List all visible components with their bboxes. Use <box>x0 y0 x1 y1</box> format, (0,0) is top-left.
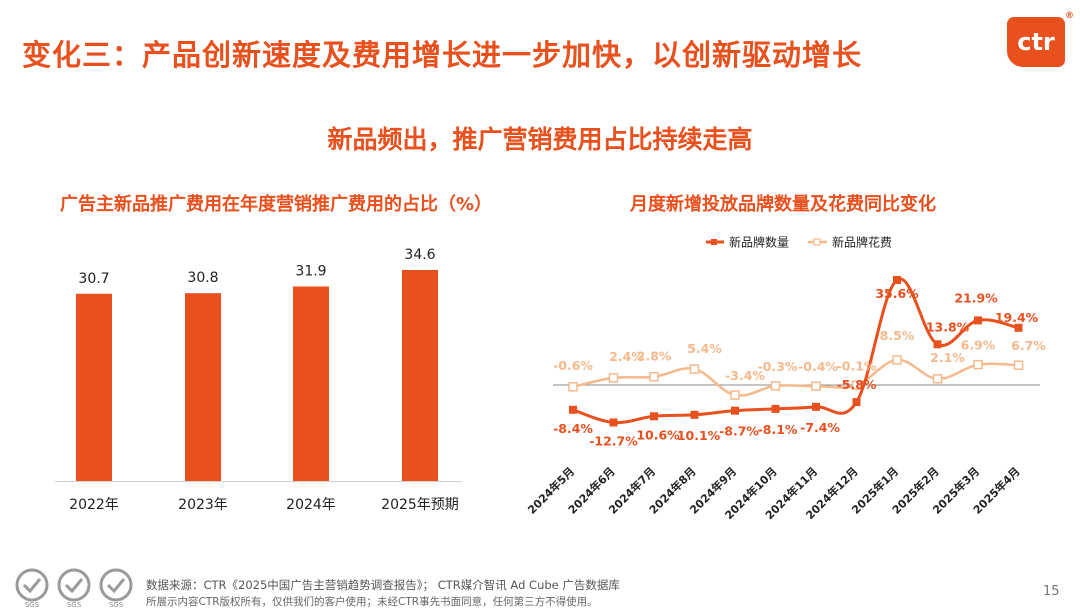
spend-point <box>730 390 740 400</box>
data-label-spend: 2.8% <box>637 349 672 364</box>
x-tick-label: 2023年 <box>178 497 228 513</box>
spend-point <box>851 380 862 391</box>
bar <box>402 270 438 481</box>
legend-marker-count <box>711 239 717 245</box>
count-point <box>893 275 901 284</box>
legend-marker-spend <box>813 238 821 246</box>
data-label-spend: 6.9% <box>961 338 996 353</box>
spend-point <box>649 371 659 382</box>
bar-value-label: 31.9 <box>295 263 326 279</box>
data-label-spend: -0.4% <box>798 359 838 374</box>
spend-point <box>770 381 781 391</box>
line-chart-title: 月度新增投放品牌数量及花费同比变化 <box>630 194 936 215</box>
data-label-count: -8.7% <box>719 424 759 439</box>
count-point <box>731 406 739 415</box>
data-label-spend: -0.6% <box>553 358 593 373</box>
spend-point <box>973 359 983 370</box>
bar <box>185 293 221 481</box>
data-label-spend: 6.7% <box>1011 338 1046 353</box>
sgs-badge-label: SGS <box>67 601 82 609</box>
count-point <box>609 418 618 427</box>
count-point <box>812 402 820 411</box>
bar-chart-title: 广告主新品推广费用在年度营销推广费用的占比（%） <box>60 194 493 215</box>
spend-point <box>608 373 619 383</box>
data-source-note: 数据来源：CTR《2025中国广告主营销趋势调查报告》； CTR媒介智讯 Ad … <box>146 578 620 592</box>
legend-label-count: 新品牌数量 <box>729 235 789 250</box>
bar <box>76 293 112 481</box>
ctr-logo: ctr ® <box>1007 11 1074 67</box>
registered-mark: ® <box>1065 11 1074 21</box>
data-label-spend: -3.4% <box>725 368 765 383</box>
x-tick-label: 2025年预期 <box>381 497 459 513</box>
data-label-spend: -0.1% <box>837 358 877 373</box>
sgs-badge-label: SGS <box>25 601 40 609</box>
data-label-count: 19.4% <box>995 310 1039 325</box>
data-label-count: -8.1% <box>758 422 798 437</box>
page-title: 变化三：产品创新速度及费用增长进一步加快，以创新驱动增长 <box>22 38 863 72</box>
data-label-count: 21.9% <box>954 290 998 305</box>
count-point <box>690 410 699 419</box>
count-point <box>569 405 577 414</box>
sgs-badge-icon: SGS <box>15 568 49 609</box>
count-point <box>852 398 861 407</box>
spend-point <box>568 382 578 392</box>
data-label-spend: 8.5% <box>880 328 915 343</box>
spend-point <box>932 374 943 384</box>
data-label-spend: -0.3% <box>758 359 798 374</box>
slide-subtitle: 新品频出，推广营销费用占比持续走高 <box>327 125 753 154</box>
bar-value-label: 30.7 <box>78 271 109 287</box>
count-point <box>933 340 942 349</box>
data-label-count: 10.6% <box>636 427 680 442</box>
count-point <box>974 316 982 325</box>
x-tick-label: 2024年 <box>286 497 336 513</box>
sgs-badge-icon: SGS <box>99 568 133 609</box>
count-point <box>771 404 780 413</box>
bar-value-label: 34.6 <box>404 247 435 263</box>
x-tick-label: 2022年 <box>69 497 119 513</box>
data-label-count: -5.8% <box>837 377 877 392</box>
spend-point <box>811 381 821 391</box>
data-label-count: 13.8% <box>926 319 970 334</box>
data-label-spend: 5.4% <box>687 341 722 356</box>
page-number: 15 <box>1043 584 1060 599</box>
bar-value-label: 30.8 <box>187 270 218 286</box>
copyright-note: 所展示内容CTR版权所有，仅供我们的客户使用；未经CTR事先书面同意，任何第三方… <box>146 596 598 608</box>
data-label-count: -7.4% <box>800 420 840 435</box>
data-label-spend: 2.4% <box>609 349 644 364</box>
data-label-count: -8.4% <box>553 421 593 436</box>
spend-point <box>1013 360 1024 370</box>
bar <box>293 286 329 481</box>
count-point <box>1014 323 1023 332</box>
sgs-badge-label: SGS <box>109 601 124 609</box>
sgs-badge-icon: SGS <box>57 568 91 609</box>
count-point <box>650 412 658 421</box>
data-label-spend: 2.1% <box>930 350 965 365</box>
data-label-count: 10.1% <box>677 428 721 443</box>
data-label-count: -12.7% <box>589 433 638 448</box>
spend-point <box>892 355 902 365</box>
legend-label-spend: 新品牌花费 <box>832 235 892 250</box>
spend-point <box>689 364 700 374</box>
data-label-count: 35.6% <box>875 286 919 301</box>
logo-text: ctr <box>1017 28 1055 56</box>
